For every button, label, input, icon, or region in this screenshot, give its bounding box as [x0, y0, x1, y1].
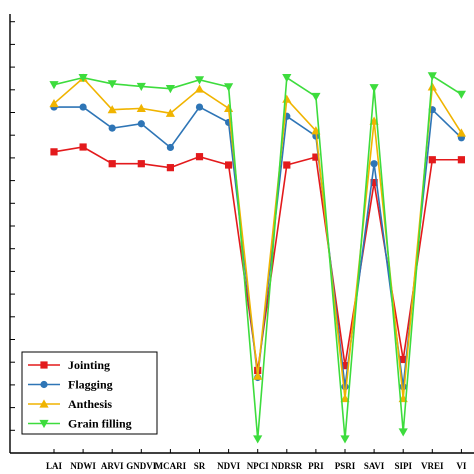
data-point-marker	[399, 355, 407, 364]
data-point-marker	[427, 72, 437, 81]
x-tick-label: NDVI	[217, 461, 240, 471]
data-point-marker	[282, 74, 292, 83]
legend-label: Grain filling	[68, 417, 132, 431]
data-point-marker	[340, 393, 350, 403]
data-point-marker	[49, 81, 59, 90]
data-point-marker	[40, 380, 48, 389]
data-point-marker	[165, 85, 175, 94]
x-tick-label: PRI	[308, 461, 324, 471]
data-point-marker	[137, 160, 145, 168]
data-point-marker	[340, 435, 350, 444]
x-tick-label: NPCI	[247, 461, 269, 471]
data-point-marker	[50, 148, 58, 156]
series-layer	[49, 72, 466, 444]
data-point-marker	[194, 84, 205, 93]
data-point-marker	[166, 143, 174, 152]
series-grain-filling	[49, 72, 466, 444]
data-point-marker	[341, 383, 349, 391]
data-point-marker	[456, 90, 466, 99]
data-point-marker	[107, 105, 117, 114]
legend-item: Jointing	[28, 358, 110, 372]
data-point-marker	[428, 156, 436, 164]
data-point-marker	[311, 92, 321, 102]
x-tick-label: PSRI	[335, 461, 356, 471]
data-point-marker	[195, 153, 204, 161]
data-point-marker	[253, 371, 263, 380]
data-point-marker	[39, 399, 49, 408]
data-point-marker	[108, 160, 116, 168]
data-point-marker	[456, 128, 466, 137]
data-point-marker	[427, 82, 437, 91]
x-tick-label: SR	[194, 461, 206, 471]
x-tick-label: SAVI	[364, 461, 385, 471]
data-point-marker	[137, 120, 145, 128]
x-tick-label: NDWI	[70, 461, 96, 471]
data-point-marker	[78, 74, 88, 83]
data-point-marker	[398, 428, 408, 437]
legend-item: Flagging	[28, 378, 113, 392]
data-point-marker	[195, 103, 204, 111]
x-tick-label: LAI	[46, 461, 63, 471]
x-tick-label: ARVI	[101, 461, 124, 471]
data-point-marker	[166, 164, 174, 172]
data-point-marker	[369, 84, 379, 93]
data-point-marker	[225, 161, 233, 169]
data-point-marker	[107, 80, 117, 89]
data-point-marker	[457, 156, 465, 164]
data-point-marker	[79, 103, 87, 111]
data-point-marker	[165, 108, 175, 117]
legend-item: Anthesis	[28, 397, 112, 411]
data-point-marker	[370, 178, 378, 187]
data-point-marker	[49, 98, 59, 108]
legend: Jointing Flagging Anthesis Grain filling	[21, 351, 158, 435]
legend-label: Anthesis	[68, 397, 112, 411]
legend-label: Jointing	[68, 358, 110, 372]
legend-label: Flagging	[68, 378, 113, 392]
data-point-marker	[312, 153, 320, 161]
data-point-marker	[224, 83, 234, 92]
data-point-marker	[341, 362, 349, 370]
series-anthesis	[49, 73, 466, 403]
x-tick-label: GNDVI	[126, 461, 156, 471]
data-point-marker	[39, 419, 49, 429]
data-point-marker	[253, 435, 263, 444]
data-point-marker	[79, 143, 87, 151]
data-point-marker	[399, 383, 407, 391]
x-tick-label: SIPI	[394, 461, 412, 471]
data-point-marker	[370, 160, 378, 168]
x-tick-label: NDRSR	[271, 461, 303, 471]
x-tick-label: VREI	[421, 461, 444, 471]
x-tick-label: MCARI	[155, 461, 187, 471]
data-point-marker	[40, 361, 48, 369]
legend-item: Grain filling	[28, 417, 132, 431]
x-tick-label: VI	[456, 461, 466, 471]
data-point-marker	[108, 124, 116, 132]
data-point-marker	[194, 76, 205, 85]
data-point-marker	[136, 103, 146, 112]
data-point-marker	[283, 161, 291, 169]
data-point-marker	[136, 82, 146, 92]
